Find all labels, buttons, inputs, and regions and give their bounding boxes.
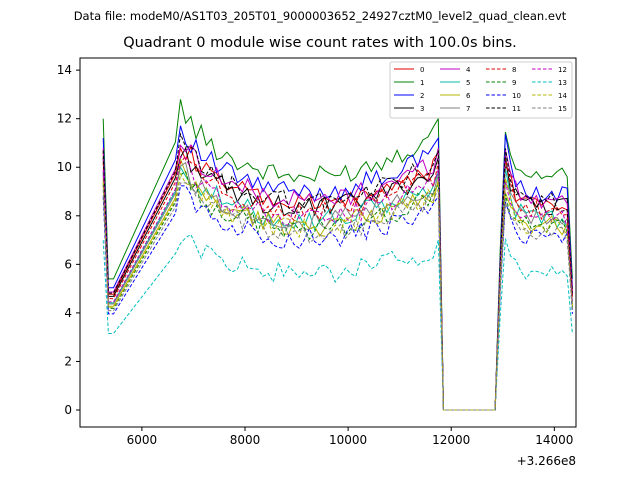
series-line-10 <box>102 185 573 411</box>
series-line-13 <box>102 233 573 411</box>
legend-label-8: 8 <box>512 66 516 74</box>
legend-label-1: 1 <box>420 79 424 87</box>
legend-label-6: 6 <box>466 92 471 100</box>
legend-label-10: 10 <box>512 92 521 100</box>
y-tick-label: 2 <box>64 354 72 368</box>
figure-suptitle: Data file: modeM0/AS1T03_205T01_90000036… <box>73 9 567 23</box>
y-tick-label: 6 <box>64 257 72 271</box>
legend-label-5: 5 <box>466 79 470 87</box>
legend-label-3: 3 <box>420 105 424 113</box>
y-tick-label: 4 <box>64 306 72 320</box>
y-tick-label: 10 <box>57 160 72 174</box>
y-tick-label: 8 <box>64 209 72 223</box>
legend-label-12: 12 <box>558 66 567 74</box>
x-tick-label: 10000 <box>329 433 367 447</box>
plot-frame <box>79 57 577 428</box>
legend-label-13: 13 <box>558 79 567 87</box>
x-tick-label: 14000 <box>535 433 573 447</box>
legend-box <box>389 61 573 119</box>
legend-label-9: 9 <box>512 79 516 87</box>
series-line-9 <box>102 170 573 411</box>
y-tick-label: 0 <box>64 403 72 417</box>
legend-label-4: 4 <box>466 66 471 74</box>
series-line-15 <box>102 182 573 411</box>
x-tick-label: 8000 <box>230 433 261 447</box>
legend-label-11: 11 <box>512 105 521 113</box>
series-line-11 <box>102 132 573 411</box>
x-tick-label: 12000 <box>432 433 470 447</box>
series-line-2 <box>102 125 573 411</box>
legend-label-7: 7 <box>466 105 470 113</box>
x-offset-label: +3.266e8 <box>517 454 576 468</box>
legend-label-14: 14 <box>558 92 567 100</box>
x-tick-label: 6000 <box>127 433 158 447</box>
y-tick-label: 12 <box>57 112 72 126</box>
legend-label-0: 0 <box>420 66 424 74</box>
chart-title: Quadrant 0 module wise count rates with … <box>123 35 517 51</box>
legend-label-15: 15 <box>558 105 567 113</box>
y-tick-label: 14 <box>57 63 72 77</box>
series-line-14 <box>102 172 573 411</box>
legend-label-2: 2 <box>420 92 424 100</box>
